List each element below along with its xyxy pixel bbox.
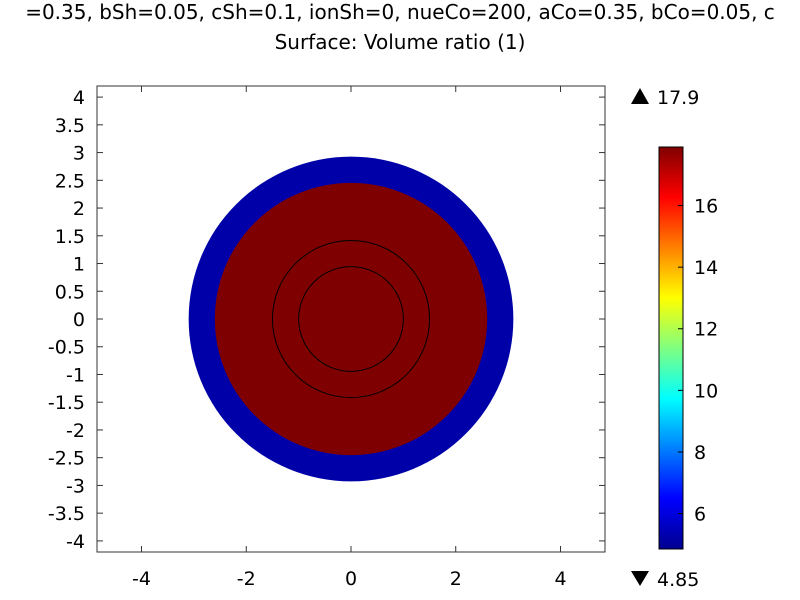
colorbar: 6 8 10 12 14 16 17.9 4.85 — [631, 87, 718, 591]
chart-parameters-title: =0.35, bSh=0.05, cSh=0.1, ionSh=0, nueCo… — [25, 0, 775, 24]
max-triangle-icon — [631, 88, 649, 104]
y-tick-label: -3 — [66, 475, 85, 497]
x-tick-label: 0 — [345, 568, 357, 590]
colorbar-tick-label: 16 — [694, 196, 718, 218]
colorbar-tick-label: 14 — [694, 257, 718, 279]
y-tick-label: 0 — [73, 309, 85, 331]
chart-title: Surface: Volume ratio (1) — [274, 30, 526, 54]
colorbar-gradient — [658, 146, 684, 550]
surface-regions — [188, 156, 514, 482]
colorbar-max-label: 17.9 — [657, 87, 699, 109]
boundary-circle-1 — [271, 239, 431, 399]
y-tick-label: 4 — [73, 87, 85, 109]
y-axis: 4 3.5 3 2.5 2 1.5 1 0.5 0 -0.5 -1 -1.5 -2 -2.5 -3 -3.5 -… — [48, 87, 605, 553]
x-tick-label: -2 — [237, 568, 256, 590]
colorbar-tick-label: 8 — [694, 442, 706, 464]
boundary-circle-2 — [298, 266, 404, 372]
y-tick-label: -1 — [66, 364, 85, 386]
y-tick-label: -1.5 — [48, 392, 85, 414]
y-tick-label: -3.5 — [48, 503, 85, 525]
colorbar-tick-label: 10 — [694, 380, 718, 402]
y-tick-label: -2 — [66, 420, 85, 442]
colorbar-min-label: 4.85 — [657, 569, 699, 591]
surface-region-2 — [214, 182, 488, 456]
colorbar-tick-label: 6 — [694, 504, 706, 526]
colorbar-tick-label: 12 — [694, 319, 718, 341]
y-tick-label: 2.5 — [55, 170, 85, 192]
y-tick-label: -0.5 — [48, 337, 85, 359]
x-tick-label: 2 — [450, 568, 462, 590]
x-tick-label: 4 — [554, 568, 566, 590]
min-triangle-icon — [631, 571, 649, 586]
x-tick-label: -4 — [132, 568, 151, 590]
y-tick-label: 0.5 — [55, 281, 85, 303]
y-tick-label: -2.5 — [48, 448, 85, 470]
x-axis: -4 -2 0 2 4 — [132, 86, 567, 590]
y-tick-label: 1.5 — [55, 226, 85, 248]
y-tick-label: 3.5 — [55, 115, 85, 137]
y-tick-label: -4 — [66, 531, 85, 553]
y-tick-label: 3 — [73, 143, 85, 165]
boundary-lines — [271, 239, 431, 399]
y-tick-label: 1 — [73, 254, 85, 276]
y-tick-label: 2 — [73, 198, 85, 220]
